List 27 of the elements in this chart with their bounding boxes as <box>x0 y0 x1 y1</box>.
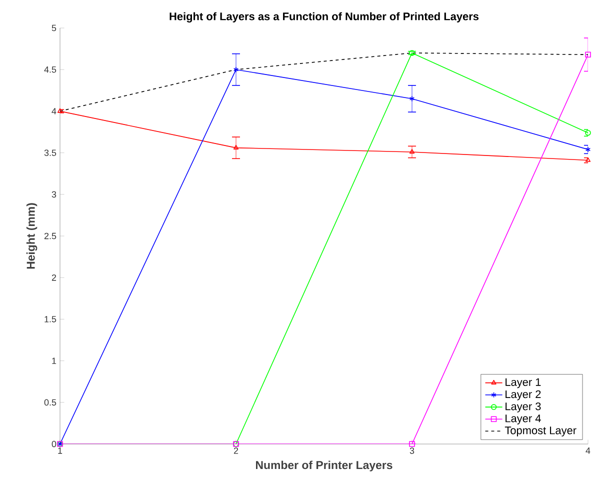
legend-label: Layer 4 <box>506 414 541 424</box>
y-tick-label: 3.5 <box>44 150 56 156</box>
line-series <box>60 52 588 112</box>
y-tick-label: 2.5 <box>44 232 56 240</box>
y-tick-label: 4 <box>52 108 56 114</box>
legend-label: Layer 2 <box>506 390 541 400</box>
point <box>585 52 591 58</box>
x-tick-label: 4 <box>586 448 590 454</box>
y-tick-label: 1.5 <box>44 316 56 322</box>
legend-label: Topmost Layer <box>504 426 576 436</box>
x-tick-label: 2 <box>234 448 238 454</box>
y-axis-title: Height (mm) <box>26 203 38 269</box>
y-tick-label: 0.5 <box>44 399 56 406</box>
point <box>409 441 415 447</box>
y-tick-label: 1 <box>52 358 56 364</box>
x-tick-label: 3 <box>410 448 414 454</box>
y-tick-label: 4.5 <box>44 66 56 73</box>
y-tick-label: 0 <box>52 440 56 448</box>
y-tick-label: 3 <box>52 191 56 198</box>
x-tick-label: 1 <box>58 448 62 454</box>
chart-title: Height of Layers as a Function of Number of Printed Layers <box>170 12 479 22</box>
y-tick-label: 5 <box>52 24 56 32</box>
point <box>409 149 415 154</box>
legend-label: Layer 3 <box>506 402 541 412</box>
x-axis-title: Number of Printer Layers <box>256 460 392 472</box>
legend-label: Layer 1 <box>506 378 541 388</box>
y-tick-label: 2 <box>52 274 56 281</box>
